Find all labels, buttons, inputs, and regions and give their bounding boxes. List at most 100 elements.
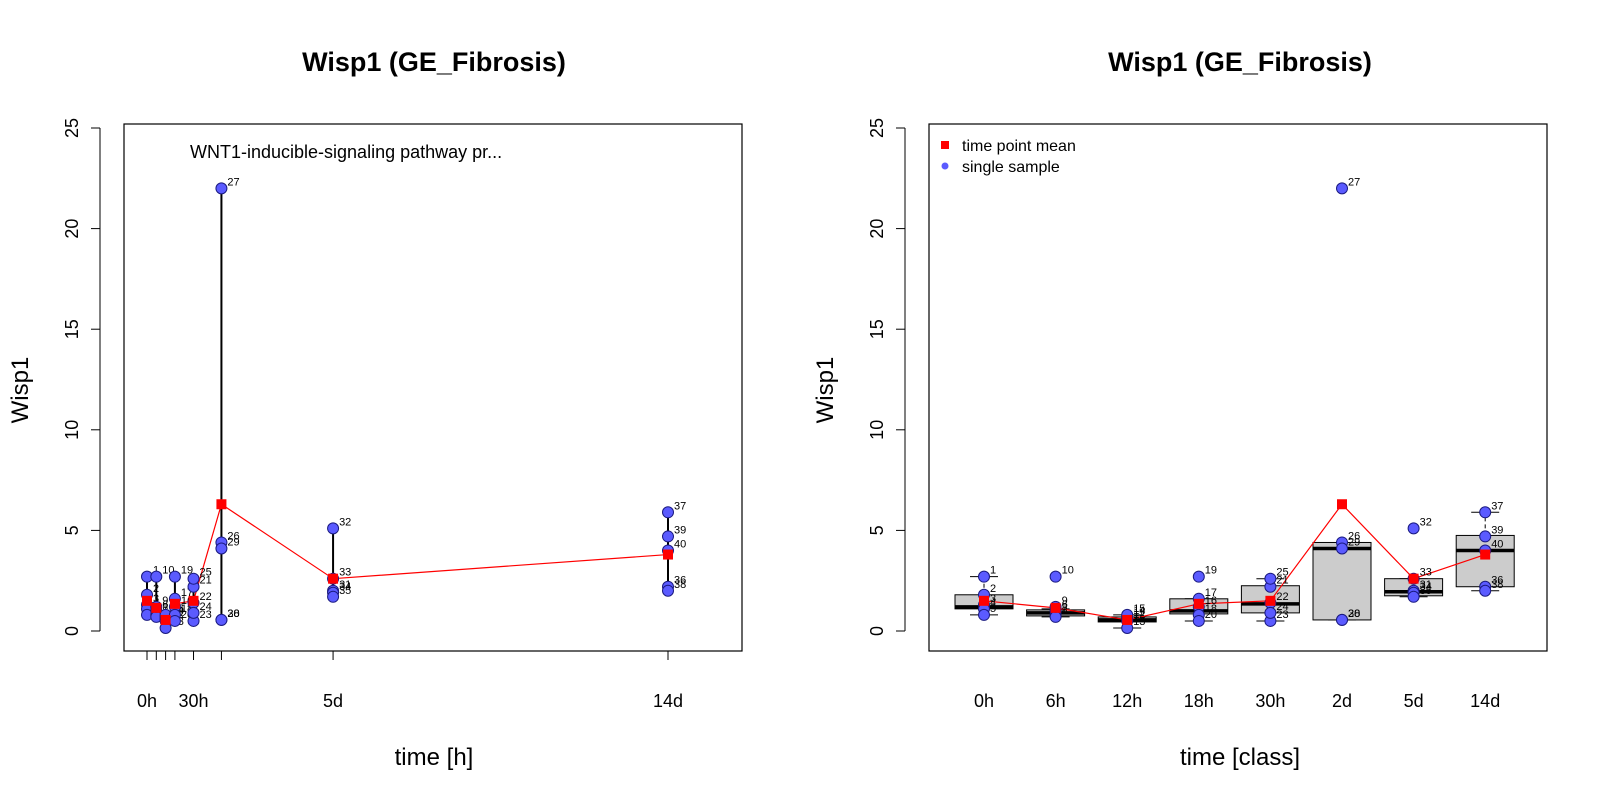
right-x-tick-label: 0h [974,691,994,711]
right-sample-point [1336,613,1348,626]
left-sample-label: 27 [227,176,239,188]
left-sample-label: 3 [153,593,159,605]
right-sample-label: 23 [1276,609,1288,621]
right-sample-label: 8 [1062,605,1068,617]
right-sample-label: 24 [1276,601,1288,613]
right-sample-label: 40 [1491,539,1503,551]
left-sample-label: 24 [200,601,212,613]
right-x-axis: 0h 6h 12h 18h 30h 2d 5d 14d [974,691,1500,711]
left-mean-point [160,614,171,625]
left-sample-label: 32 [339,516,351,528]
left-mean-point [328,573,339,584]
right-sample-label: 11 [1133,607,1144,619]
right-y-tick-label: 20 [867,219,887,239]
left-sample-point [215,542,228,555]
legend: time point mean single sample [941,138,1076,176]
right-sample-label: 19 [1205,565,1217,577]
right-sample-label: 18 [1205,603,1217,615]
right-sample-label: 25 [1276,567,1288,579]
right-mean-point [1050,602,1061,613]
right-sample-point [1192,570,1205,583]
right-plot-frame [928,123,1548,652]
right-sample-point [1479,530,1492,543]
left-sample-label: 26 [227,530,239,542]
left-sample-label: 38 [674,579,686,591]
right-sample-label: 33 [1420,567,1432,579]
right-y-tick-label: 15 [867,319,887,339]
right-sample-label: 35 [1420,585,1432,597]
legend-sample-swatch [941,162,949,170]
left-sample-label: 2 [153,583,159,595]
left-x-tick-label: 5d [323,691,343,711]
right-sample-label: 4 [990,597,996,609]
right-mean-point [1265,595,1276,606]
left-sample-point [150,570,163,583]
left-mean-point [142,595,152,606]
right-y-axis: 0 5 10 15 20 25 [867,118,906,636]
right-y-tick-label: 10 [867,420,887,440]
left-sample-label: 25 [200,567,212,579]
right-sample-label: 7 [1062,603,1068,615]
left-y-tick-label: 10 [62,420,82,440]
left-sample-point [327,522,340,535]
right-sample-point [1336,182,1348,195]
right-x-axis-label: time [class] [1180,744,1300,771]
left-sample-label: 7 [162,603,168,615]
right-sample-label: 15 [1133,603,1145,615]
right-mean-point [1337,499,1347,510]
right-sample-label: 30 [1348,608,1360,620]
right-sample-label: 6 [1062,599,1068,611]
right-sample-label: 37 [1491,500,1503,512]
left-sample-label: 6 [162,599,168,611]
right-x-tick-label: 2d [1332,691,1352,711]
left-sample-point [168,570,181,583]
left-x-axis-label: time [h] [395,744,474,771]
right-sample-point [1336,542,1348,555]
right-chart-title: Wisp1 (GE_Fibrosis) [1108,47,1372,77]
right-sample-point [1264,606,1277,619]
left-sample-label: 40 [674,539,686,551]
left-x-tick-label: 0h [137,691,157,711]
right-sample-label: 1 [990,565,996,577]
right-x-tick-label: 30h [1255,691,1285,711]
right-sample-label: 21 [1276,575,1288,587]
right-sample-point [1192,614,1205,627]
right-x-tick-label: 18h [1184,691,1214,711]
left-mean-point [169,598,180,609]
left-y-tick-label: 0 [62,626,82,636]
left-sample-point [187,606,200,619]
left-sample-label: 37 [674,500,686,512]
right-mean-line [983,503,1486,621]
right-sample-point [1407,522,1420,535]
right-sample-label: 27 [1348,176,1360,188]
right-sample-label: 29 [1348,537,1360,549]
right-sample-label: 22 [1276,591,1288,603]
left-sample-point [662,584,674,597]
right-sample-point [1264,572,1277,585]
right-sample-label: 16 [1205,595,1217,607]
left-sample-label: 19 [181,565,193,577]
left-sample-point [215,182,228,195]
legend-mean-label: time point mean [962,138,1076,155]
right-sample-label: 5 [990,603,996,615]
right-sample-point [978,608,990,621]
left-y-tick-label: 25 [62,118,82,138]
right-sample-label: 31 [1420,579,1432,591]
right-sample-label: 36 [1491,575,1503,587]
right-sample-label: 34 [1420,581,1432,593]
right-sample-label: 13 [1133,616,1145,628]
left-chart-title: Wisp1 (GE_Fibrosis) [302,47,566,77]
right-sample-label: 14 [1133,605,1145,617]
left-mean-point [663,549,673,560]
right-mean-point [1193,598,1204,609]
left-y-axis: 0 5 10 15 20 25 [62,118,101,636]
left-sample-label: 28 [227,608,239,620]
left-sample-label: 23 [200,609,212,621]
left-sample-label: 33 [339,567,351,579]
left-sample-label: 31 [339,579,351,591]
right-sample-point [1049,570,1062,583]
right-sample-label: 2 [990,583,996,595]
